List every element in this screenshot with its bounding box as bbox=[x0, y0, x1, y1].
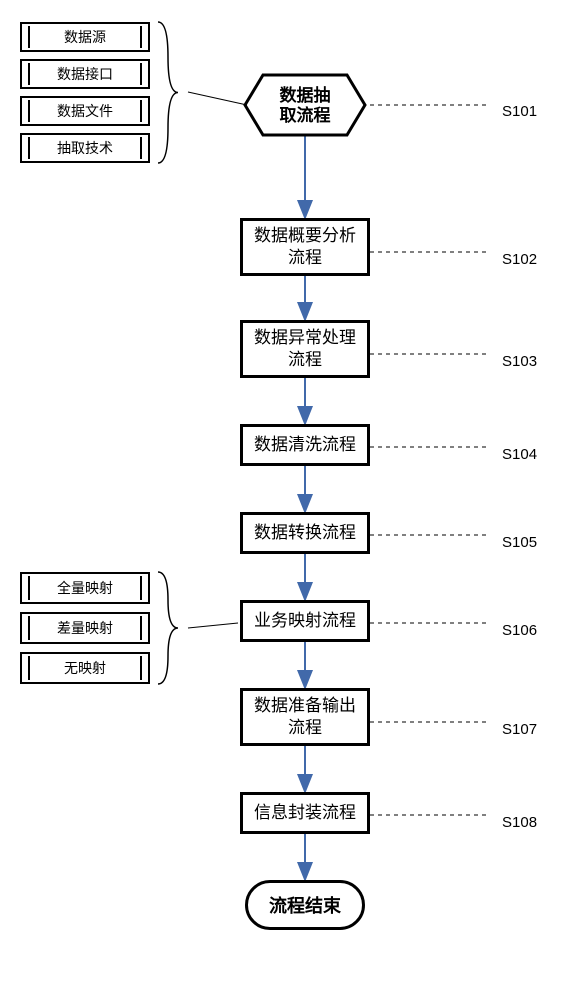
process-s106: 业务映射流程 bbox=[240, 600, 370, 642]
label-s101: S101 bbox=[502, 103, 537, 120]
label-s108: S108 bbox=[502, 814, 537, 831]
process-s104: 数据清洗流程 bbox=[240, 424, 370, 466]
process-s103: 数据异常处理流程 bbox=[240, 320, 370, 378]
label-s102: S102 bbox=[502, 251, 537, 268]
bottom-side-item-2: 无映射 bbox=[20, 652, 150, 684]
process-s106-text: 业务映射流程 bbox=[254, 610, 356, 632]
process-s102-text: 数据概要分析流程 bbox=[254, 225, 356, 269]
bottom-side-item-2-label: 无映射 bbox=[64, 658, 106, 678]
process-s107: 数据准备输出流程 bbox=[240, 688, 370, 746]
process-s103-text: 数据异常处理流程 bbox=[254, 327, 356, 371]
label-s107: S107 bbox=[502, 721, 537, 738]
bottom-side-item-0-label: 全量映射 bbox=[57, 578, 113, 598]
label-s104: S104 bbox=[502, 446, 537, 463]
top-side-item-2-label: 数据文件 bbox=[57, 101, 113, 121]
bottom-side-item-1-label: 差量映射 bbox=[57, 618, 113, 638]
svg-text:取流程: 取流程 bbox=[280, 105, 331, 125]
label-s106: S106 bbox=[502, 622, 537, 639]
process-s105-text: 数据转换流程 bbox=[254, 522, 356, 544]
top-side-item-0: 数据源 bbox=[20, 22, 150, 52]
process-s107-text: 数据准备输出流程 bbox=[254, 695, 356, 739]
top-side-item-3: 抽取技术 bbox=[20, 133, 150, 163]
flowchart-canvas: 数据抽取流程 数据源数据接口数据文件抽取技术 全量映射差量映射无映射 数据概要分… bbox=[0, 0, 580, 1000]
top-side-item-1-label: 数据接口 bbox=[57, 64, 113, 84]
svg-text:数据抽: 数据抽 bbox=[280, 85, 331, 105]
process-s102: 数据概要分析流程 bbox=[240, 218, 370, 276]
terminator-end: 流程结束 bbox=[245, 880, 365, 930]
top-side-item-3-label: 抽取技术 bbox=[57, 138, 113, 158]
terminator-text: 流程结束 bbox=[269, 892, 341, 918]
label-s105: S105 bbox=[502, 534, 537, 551]
top-side-item-0-label: 数据源 bbox=[64, 27, 106, 47]
process-s104-text: 数据清洗流程 bbox=[254, 434, 356, 456]
process-s108: 信息封装流程 bbox=[240, 792, 370, 834]
top-side-item-2: 数据文件 bbox=[20, 96, 150, 126]
process-s105: 数据转换流程 bbox=[240, 512, 370, 554]
bottom-side-item-1: 差量映射 bbox=[20, 612, 150, 644]
label-s103: S103 bbox=[502, 353, 537, 370]
top-side-item-1: 数据接口 bbox=[20, 59, 150, 89]
process-s108-text: 信息封装流程 bbox=[254, 802, 356, 824]
bottom-side-item-0: 全量映射 bbox=[20, 572, 150, 604]
